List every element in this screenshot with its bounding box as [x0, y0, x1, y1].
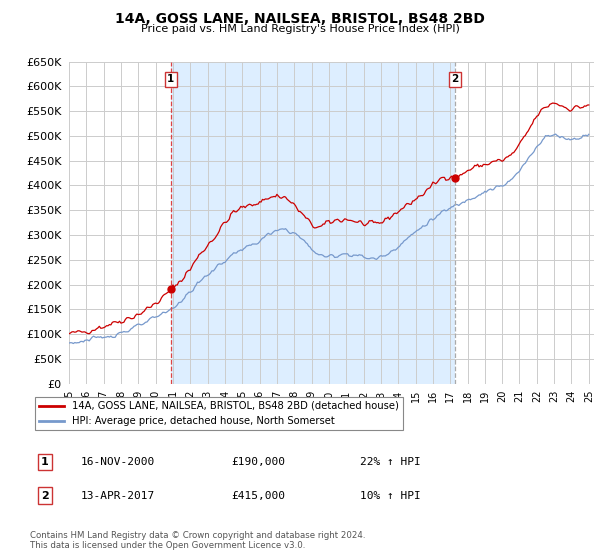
Legend: 14A, GOSS LANE, NAILSEA, BRISTOL, BS48 2BD (detached house), HPI: Average price,: 14A, GOSS LANE, NAILSEA, BRISTOL, BS48 2… — [35, 397, 403, 430]
Text: 1: 1 — [167, 74, 175, 85]
Text: 2: 2 — [41, 491, 49, 501]
Text: Price paid vs. HM Land Registry's House Price Index (HPI): Price paid vs. HM Land Registry's House … — [140, 24, 460, 34]
Text: 13-APR-2017: 13-APR-2017 — [81, 491, 155, 501]
Text: 1: 1 — [41, 457, 49, 467]
Text: 10% ↑ HPI: 10% ↑ HPI — [360, 491, 421, 501]
Bar — [171, 62, 455, 384]
Text: £190,000: £190,000 — [231, 457, 285, 467]
Text: 22% ↑ HPI: 22% ↑ HPI — [360, 457, 421, 467]
Text: 16-NOV-2000: 16-NOV-2000 — [81, 457, 155, 467]
Text: £415,000: £415,000 — [231, 491, 285, 501]
Text: Contains HM Land Registry data © Crown copyright and database right 2024.
This d: Contains HM Land Registry data © Crown c… — [30, 531, 365, 550]
Text: 2: 2 — [451, 74, 458, 85]
Text: 14A, GOSS LANE, NAILSEA, BRISTOL, BS48 2BD: 14A, GOSS LANE, NAILSEA, BRISTOL, BS48 2… — [115, 12, 485, 26]
